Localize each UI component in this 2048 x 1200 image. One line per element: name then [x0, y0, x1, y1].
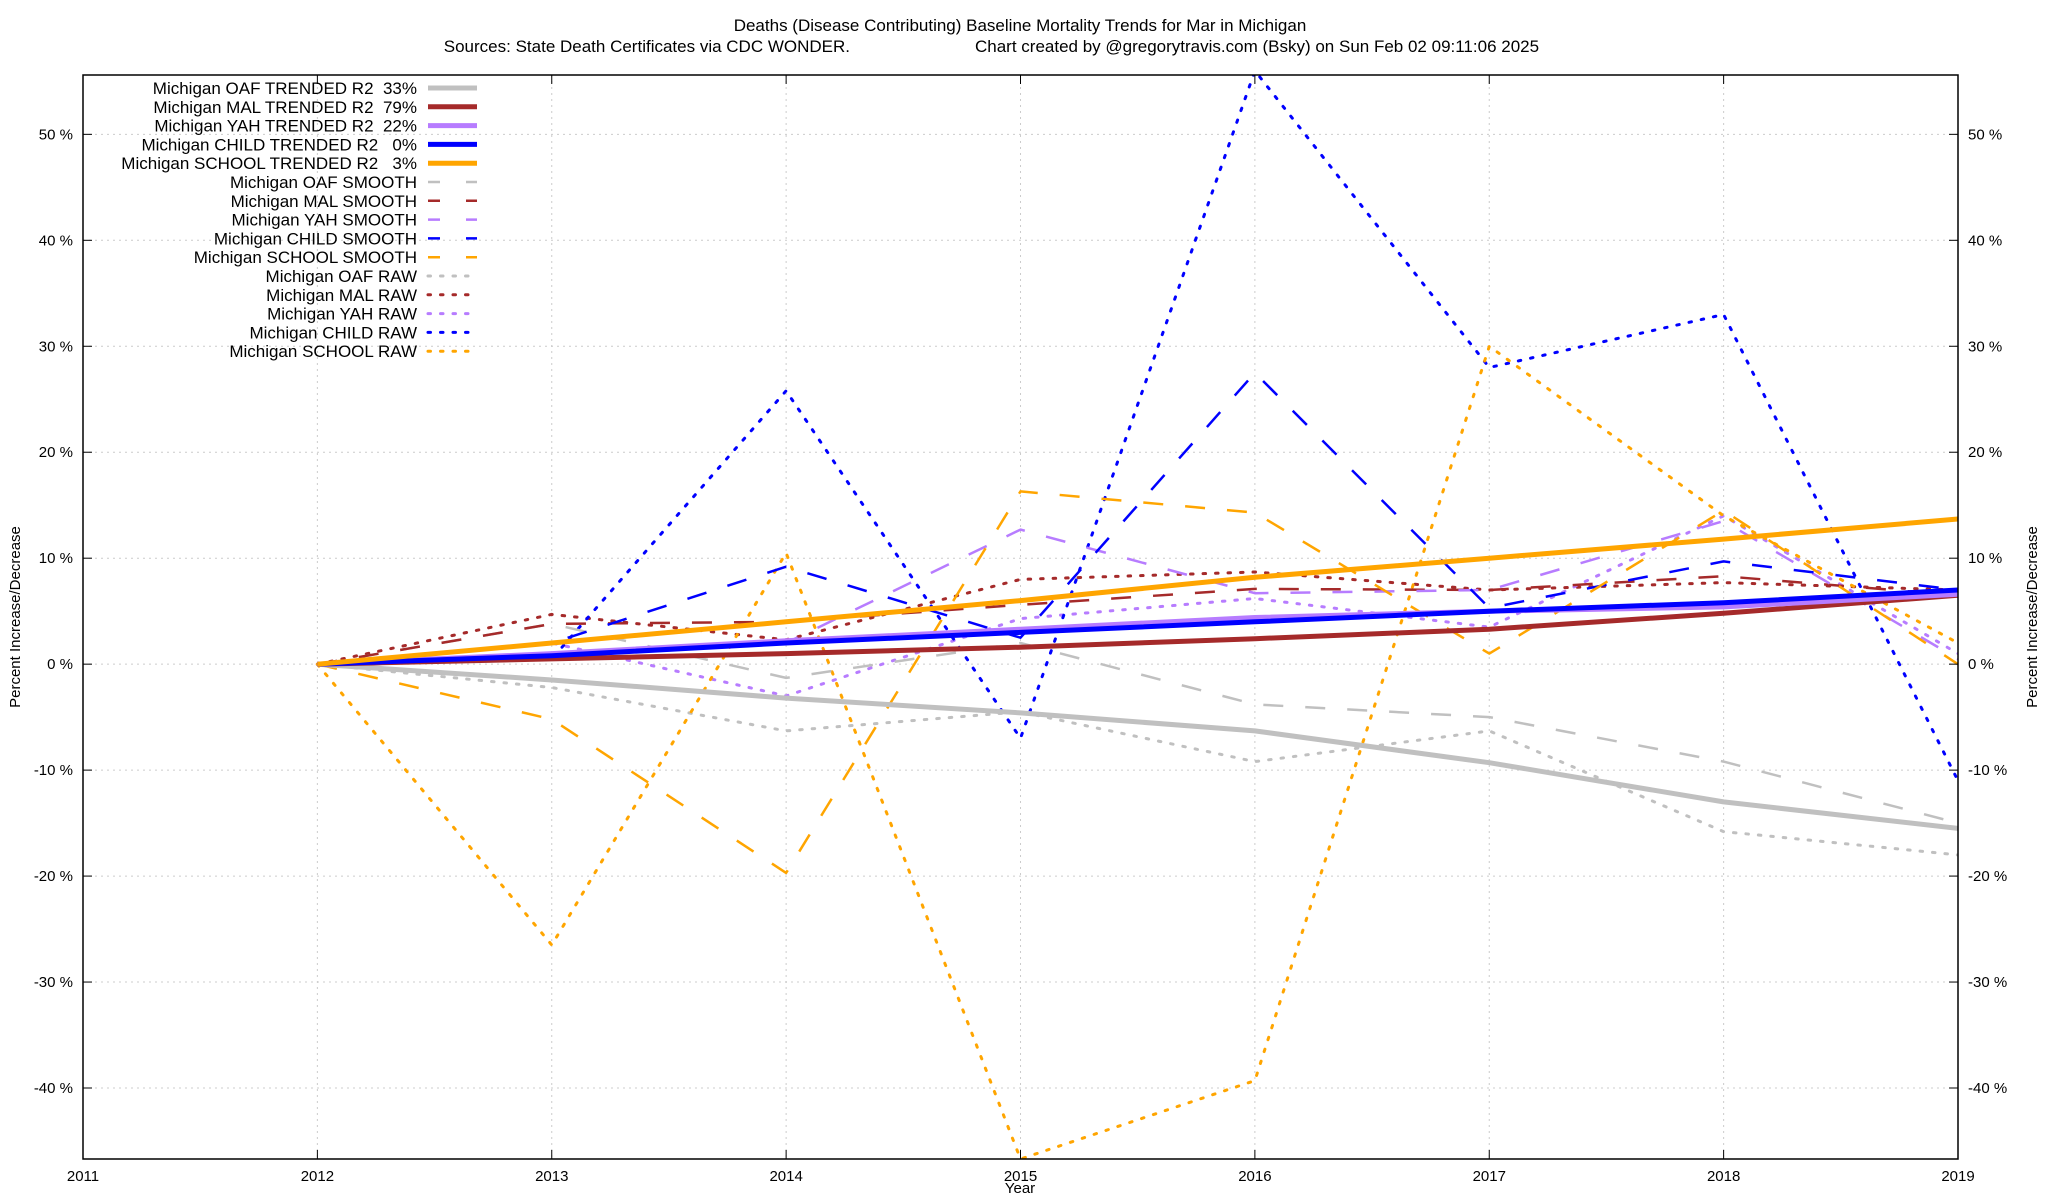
y-tick-label-right: 10 % [1968, 550, 2002, 567]
y-tick-label-right: 20 % [1968, 444, 2002, 461]
legend-label-michigan-child-smooth: Michigan CHILD SMOOTH [214, 229, 417, 248]
legend-label-michigan-school-raw: Michigan SCHOOL RAW [229, 342, 417, 361]
y-tick-label-left: 20 % [39, 444, 73, 461]
y-tick-label-right: 30 % [1968, 338, 2002, 355]
series-line-michigan-oaf-raw [315, 662, 1958, 857]
x-tick-label: 2013 [535, 1168, 568, 1185]
x-tick-label: 2019 [1941, 1168, 1974, 1185]
y-tick-label-left: 10 % [39, 550, 73, 567]
legend-label-michigan-oaf-trended-r2: Michigan OAF TRENDED R2 33% [153, 79, 417, 98]
series-line-michigan-mal-trended-r2 [317, 592, 1958, 667]
series-line-michigan-child-smooth [317, 371, 1958, 666]
x-tick-label: 2014 [769, 1168, 802, 1185]
series-line-michigan-child-trended-r2 [317, 587, 1958, 667]
y-tick-label-left: -30 % [34, 974, 73, 991]
series-line-michigan-yah-smooth [317, 519, 1958, 666]
y-tick-label-right: -10 % [1968, 762, 2007, 779]
axis-ticks: 50 % 50 % 40 % 40 % 30 % 30 % 20 % 20 % 10 % 10 %… [34, 75, 2007, 1185]
y-axis-label-left: Percent Increase/Decrease [7, 526, 24, 708]
legend-label-michigan-school-smooth: Michigan SCHOOL SMOOTH [194, 248, 417, 267]
series-lines [315, 75, 1958, 1159]
series-line-michigan-oaf-smooth [317, 622, 1958, 825]
legend-label-michigan-child-raw: Michigan CHILD RAW [249, 323, 417, 342]
series-line-michigan-child-raw [315, 75, 1958, 783]
x-tick-label: 2016 [1238, 1168, 1271, 1185]
legend: Michigan OAF TRENDED R2 33%Michigan MAL … [121, 79, 479, 361]
y-tick-label-right: -40 % [1968, 1080, 2007, 1097]
series-line-michigan-school-trended-r2 [317, 516, 1958, 667]
x-tick-label: 2017 [1473, 1168, 1506, 1185]
y-tick-label-right: 0 % [1968, 656, 1994, 673]
chart-subtitle-right: Chart created by @gregorytravis.com (Bsk… [975, 37, 1539, 56]
y-tick-label-right: -20 % [1968, 868, 2007, 885]
y-tick-label-left: -40 % [34, 1080, 73, 1097]
legend-label-michigan-yah-raw: Michigan YAH RAW [267, 305, 417, 324]
x-tick-label: 2012 [301, 1168, 334, 1185]
legend-label-michigan-mal-raw: Michigan MAL RAW [266, 286, 417, 305]
chart-title: Deaths (Disease Contributing) Baseline M… [734, 16, 1307, 35]
y-axis-label-right: Percent Increase/Decrease [2024, 526, 2041, 708]
x-axis-label: Year [1005, 1180, 1035, 1197]
legend-label-michigan-mal-smooth: Michigan MAL SMOOTH [231, 192, 417, 211]
y-tick-label-left: 40 % [39, 232, 73, 249]
y-tick-label-right: 40 % [1968, 232, 2002, 249]
x-tick-label: 2018 [1707, 1168, 1740, 1185]
legend-label-michigan-oaf-smooth: Michigan OAF SMOOTH [230, 173, 417, 192]
series-line-michigan-oaf-trended-r2 [317, 661, 1958, 831]
legend-label-michigan-yah-smooth: Michigan YAH SMOOTH [232, 211, 417, 230]
series-line-michigan-school-raw [315, 344, 1958, 1159]
y-tick-label-left: 0 % [47, 656, 73, 673]
x-tick-label: 2011 [67, 1168, 99, 1185]
legend-label-michigan-oaf-raw: Michigan OAF RAW [266, 267, 417, 286]
x-tick-label: 2015 [1004, 1168, 1037, 1185]
y-tick-label-left: 30 % [39, 338, 73, 355]
legend-label-michigan-school-trended-r2: Michigan SCHOOL TRENDED R2 3% [121, 154, 417, 173]
y-tick-label-left: 50 % [39, 126, 73, 143]
y-tick-label-left: -10 % [34, 762, 73, 779]
legend-label-michigan-yah-trended-r2: Michigan YAH TRENDED R2 22% [154, 117, 417, 136]
y-tick-label-right: 50 % [1968, 126, 2002, 143]
legend-label-michigan-child-trended-r2: Michigan CHILD TRENDED R2 0% [141, 135, 417, 154]
y-tick-label-left: -20 % [34, 868, 73, 885]
legend-label-michigan-mal-trended-r2: Michigan MAL TRENDED R2 79% [153, 98, 417, 117]
series-line-michigan-mal-raw [315, 570, 1958, 666]
y-tick-label-right: -30 % [1968, 974, 2007, 991]
chart-subtitle-left: Sources: State Death Certificates via CD… [444, 37, 850, 56]
